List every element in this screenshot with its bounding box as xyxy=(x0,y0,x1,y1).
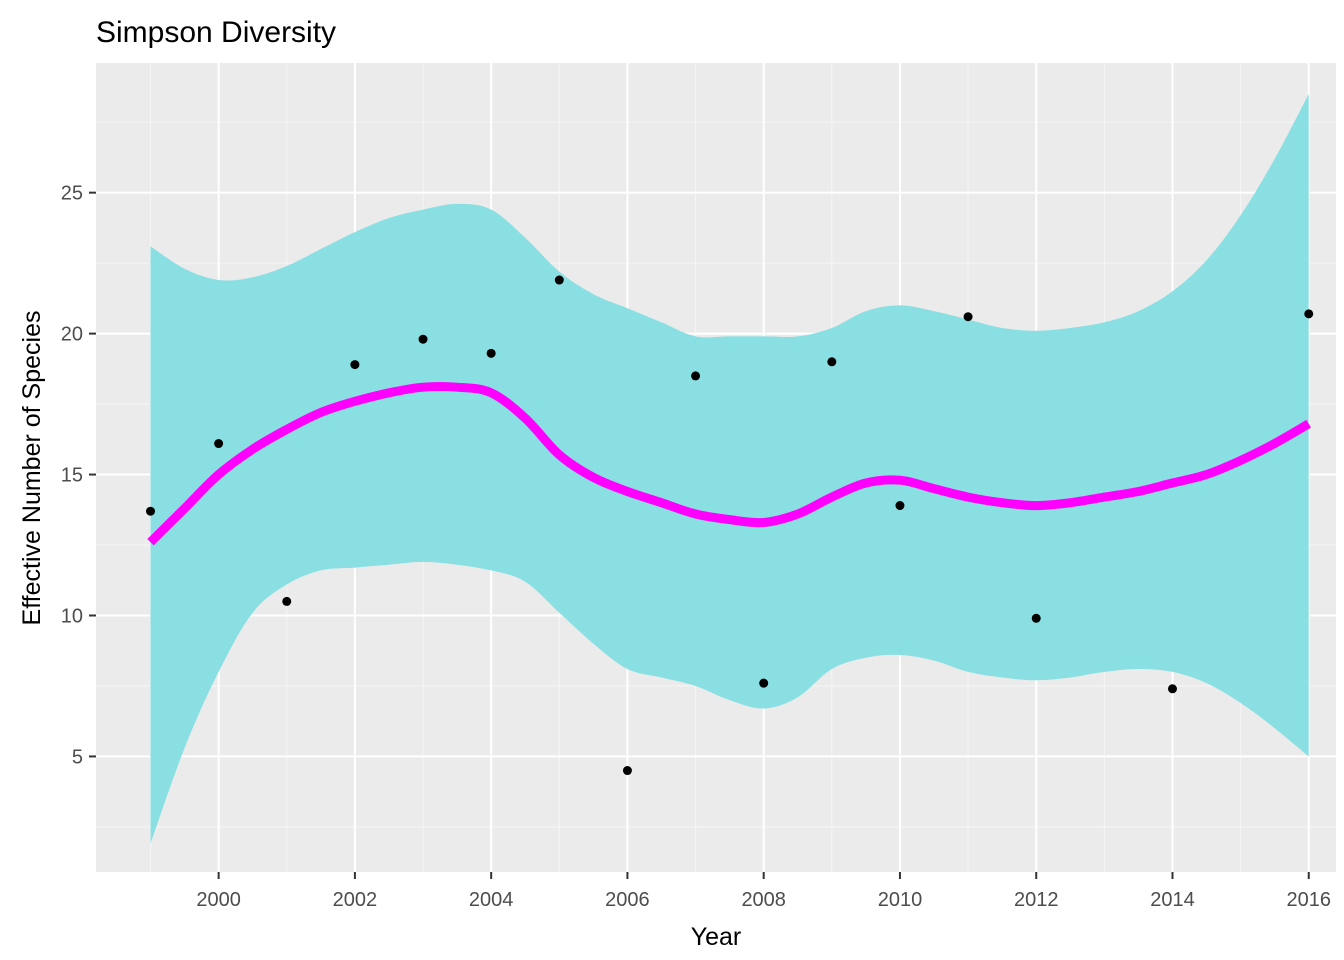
data-point xyxy=(486,348,496,358)
data-point xyxy=(554,275,564,285)
data-point xyxy=(418,334,428,344)
data-point xyxy=(622,766,632,776)
x-tick-label: 2000 xyxy=(196,889,241,911)
data-point xyxy=(350,360,360,370)
x-tick-label: 2010 xyxy=(878,889,923,911)
confidence-band xyxy=(150,94,1309,844)
x-axis: 2000 2002 2004 2006 2008 2010 2012 2014 2016 xyxy=(196,872,1331,911)
x-tick-label: 2008 xyxy=(741,889,786,911)
x-tick-label: 2016 xyxy=(1286,889,1331,911)
y-tick-label: 25 xyxy=(61,183,83,205)
y-tick-label: 20 xyxy=(61,324,83,346)
y-tick-label: 15 xyxy=(61,465,83,487)
data-point xyxy=(691,371,701,381)
y-tick-label: 10 xyxy=(61,605,83,627)
x-tick-label: 2004 xyxy=(469,889,514,911)
data-point xyxy=(146,506,156,516)
data-point xyxy=(895,501,905,511)
data-point xyxy=(963,312,973,322)
x-tick-label: 2012 xyxy=(1014,889,1059,911)
data-point xyxy=(1304,309,1314,319)
data-point xyxy=(214,439,224,449)
x-tick-label: 2006 xyxy=(605,889,650,911)
y-tick-label: 5 xyxy=(72,746,83,768)
data-point xyxy=(827,357,837,367)
x-tick-label: 2002 xyxy=(333,889,378,911)
y-axis-title: Effective Number of Species xyxy=(18,311,46,626)
chart-title: Simpson Diversity xyxy=(96,16,336,49)
x-tick-label: 2014 xyxy=(1150,889,1195,911)
data-point xyxy=(1167,684,1177,694)
y-axis: 5 10 15 20 25 xyxy=(61,183,96,768)
confidence-band-area xyxy=(150,94,1309,844)
smooth-line xyxy=(147,381,1311,546)
data-point xyxy=(282,596,292,606)
data-point xyxy=(759,678,769,688)
data-point xyxy=(1031,613,1041,623)
smooth-line-path xyxy=(147,381,1311,546)
data-points xyxy=(146,275,1314,776)
x-axis-title: Year xyxy=(691,923,742,951)
